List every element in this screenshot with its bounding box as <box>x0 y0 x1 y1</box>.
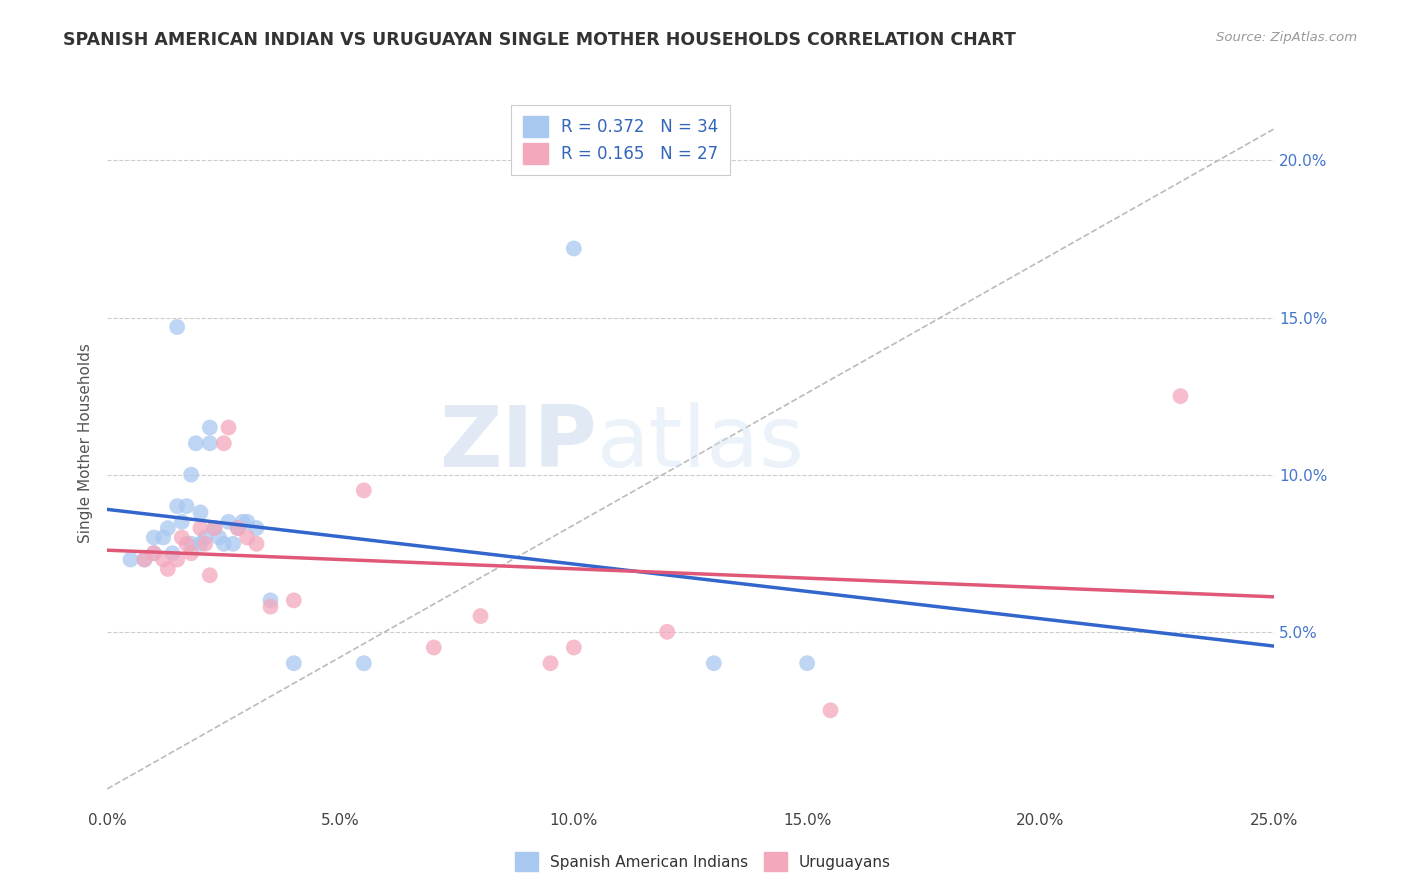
Point <box>180 467 202 482</box>
Text: ZIP: ZIP <box>440 401 598 484</box>
Point <box>142 531 165 545</box>
Point <box>176 537 198 551</box>
Point <box>180 537 202 551</box>
Point <box>204 521 226 535</box>
Legend: R = 0.372   N = 34, R = 0.165   N = 27: R = 0.372 N = 34, R = 0.165 N = 27 <box>510 104 730 176</box>
Point <box>423 640 446 655</box>
Point <box>540 657 562 671</box>
Point <box>562 242 585 256</box>
Point <box>218 515 240 529</box>
Point <box>170 515 193 529</box>
Point <box>142 546 165 560</box>
Point <box>236 531 259 545</box>
Point <box>134 552 156 566</box>
Point <box>820 703 842 717</box>
Point <box>156 521 179 535</box>
Point <box>245 521 267 535</box>
Point <box>170 531 193 545</box>
Point <box>194 537 217 551</box>
Point <box>184 436 207 450</box>
Point <box>226 521 249 535</box>
Legend: Spanish American Indians, Uruguayans: Spanish American Indians, Uruguayans <box>509 847 897 877</box>
Point <box>212 537 235 551</box>
Point <box>226 521 249 535</box>
Point <box>470 609 492 624</box>
Point <box>1170 389 1192 403</box>
Point <box>152 531 174 545</box>
Point <box>231 515 253 529</box>
Y-axis label: Single Mother Households: Single Mother Households <box>79 343 93 543</box>
Point <box>655 624 678 639</box>
Text: SPANISH AMERICAN INDIAN VS URUGUAYAN SINGLE MOTHER HOUSEHOLDS CORRELATION CHART: SPANISH AMERICAN INDIAN VS URUGUAYAN SIN… <box>63 31 1017 49</box>
Point <box>245 537 267 551</box>
Point <box>194 531 217 545</box>
Point <box>208 531 231 545</box>
Point <box>156 562 179 576</box>
Point <box>190 505 212 519</box>
Point <box>218 420 240 434</box>
Point <box>190 537 212 551</box>
Point <box>198 568 221 582</box>
Point <box>259 599 281 614</box>
Point <box>166 552 188 566</box>
Point <box>142 546 165 560</box>
Point <box>134 552 156 566</box>
Point <box>176 499 198 513</box>
Point <box>166 320 188 334</box>
Point <box>198 420 221 434</box>
Point <box>162 546 184 560</box>
Text: atlas: atlas <box>598 401 806 484</box>
Point <box>353 657 375 671</box>
Point <box>166 499 188 513</box>
Point <box>152 552 174 566</box>
Point <box>180 546 202 560</box>
Point <box>236 515 259 529</box>
Point <box>120 552 142 566</box>
Point <box>283 657 305 671</box>
Point <box>222 537 245 551</box>
Point <box>259 593 281 607</box>
Point <box>204 521 226 535</box>
Text: Source: ZipAtlas.com: Source: ZipAtlas.com <box>1216 31 1357 45</box>
Point <box>353 483 375 498</box>
Point <box>190 521 212 535</box>
Point <box>562 640 585 655</box>
Point <box>703 657 725 671</box>
Point <box>212 436 235 450</box>
Point <box>198 436 221 450</box>
Point <box>283 593 305 607</box>
Point <box>796 657 818 671</box>
